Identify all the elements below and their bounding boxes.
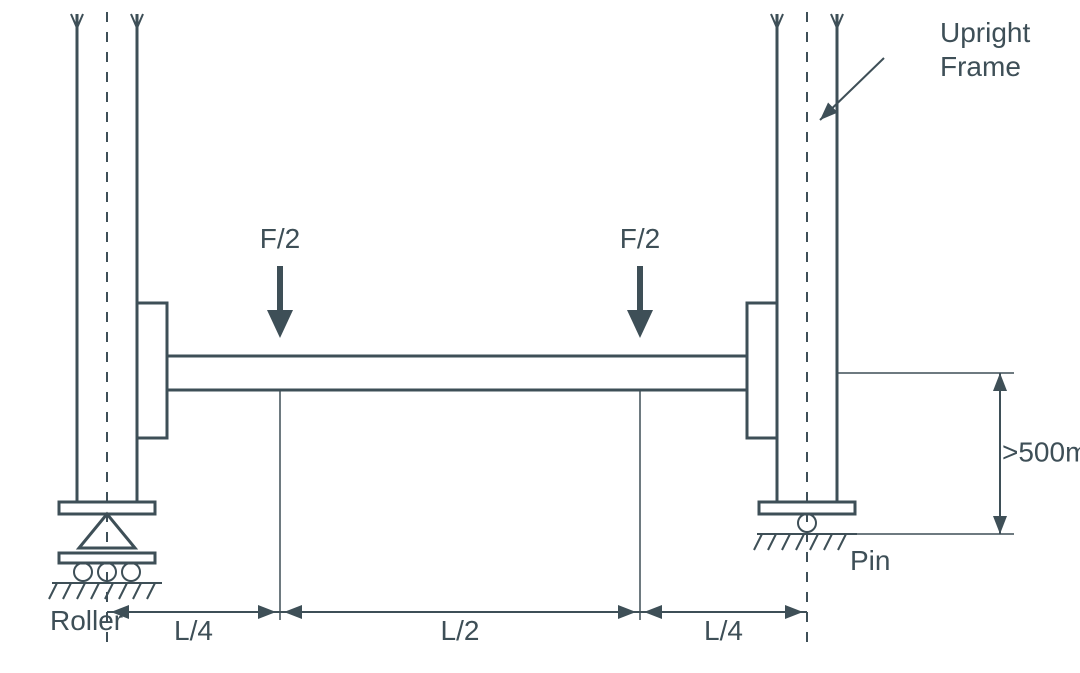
span_mid-label: L/2 bbox=[441, 615, 480, 646]
pin-label: Pin bbox=[850, 545, 890, 576]
force_right-label: F/2 bbox=[620, 223, 660, 254]
upright-frame-label-1: Upright bbox=[940, 17, 1030, 48]
span_right-label: L/4 bbox=[704, 615, 743, 646]
upright-frame-label-2: Frame bbox=[940, 51, 1021, 82]
roller-label: Roller bbox=[50, 605, 123, 636]
span_left-label: L/4 bbox=[174, 615, 213, 646]
height-dim-label: >500mm bbox=[1002, 437, 1080, 468]
structural-diagram: F/2 F/2 L/4 L/2 L/4 >500mm UprightFrame Pin Roll… bbox=[0, 0, 1080, 673]
force_left-label: F/2 bbox=[260, 223, 300, 254]
